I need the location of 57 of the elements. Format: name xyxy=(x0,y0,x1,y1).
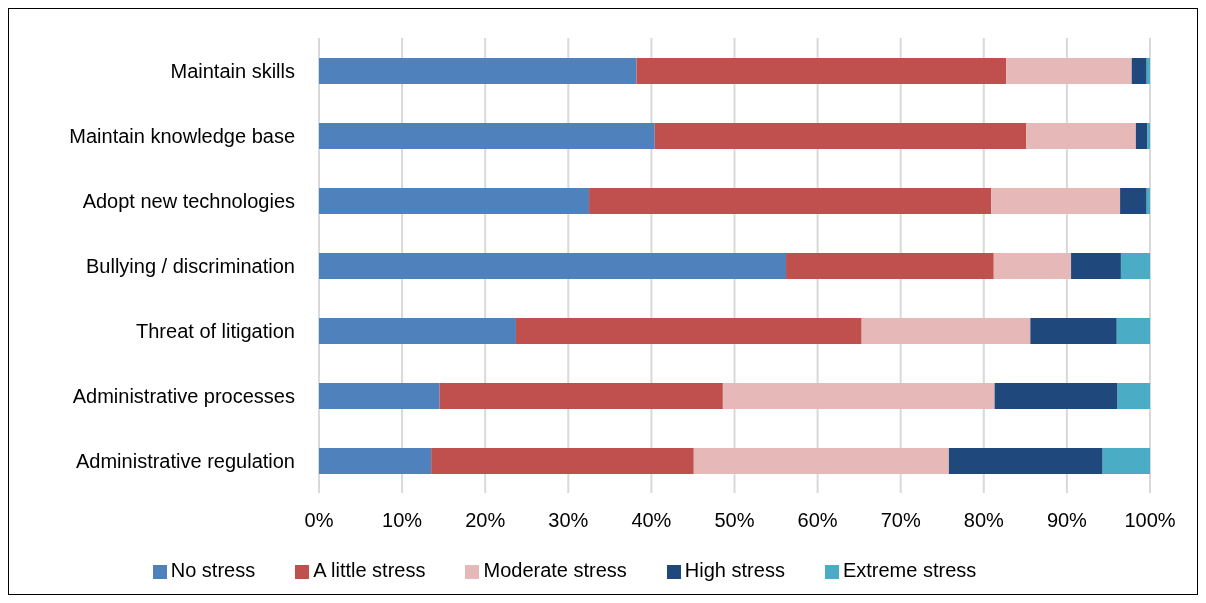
bar xyxy=(1117,383,1150,409)
y-tick-label: Threat of litigation xyxy=(136,319,295,342)
x-tick-label: 60% xyxy=(797,509,838,532)
bar xyxy=(589,188,992,214)
bar xyxy=(1071,253,1121,279)
bar xyxy=(319,448,432,474)
y-tick-label: Administrative regulation xyxy=(76,449,295,472)
y-tick-label: Bullying / discrimination xyxy=(86,254,295,277)
bar xyxy=(1135,123,1148,149)
bar xyxy=(994,383,1118,409)
x-tick-label: 70% xyxy=(880,509,921,532)
bar xyxy=(319,318,516,344)
bar xyxy=(431,448,694,474)
bar xyxy=(991,188,1121,214)
bar xyxy=(1030,318,1117,344)
x-tick-label: 50% xyxy=(714,509,755,532)
bar xyxy=(319,188,590,214)
bar xyxy=(1146,58,1150,84)
bar xyxy=(693,448,949,474)
x-tick-label: 10% xyxy=(382,509,423,532)
legend-label: High stress xyxy=(684,559,785,581)
legend-label: A little stress xyxy=(313,559,426,581)
x-tick-label: 30% xyxy=(548,509,589,532)
legend-label: Moderate stress xyxy=(483,559,627,581)
bar xyxy=(1131,58,1147,84)
bar xyxy=(319,253,787,279)
x-tick-label: 80% xyxy=(963,509,1005,532)
bar xyxy=(319,58,637,84)
bar xyxy=(515,318,862,344)
x-tick-label: 90% xyxy=(1046,509,1088,532)
y-tick-label: Adopt new technologies xyxy=(82,189,295,212)
bar xyxy=(319,383,440,409)
bar xyxy=(948,448,1103,474)
bar xyxy=(1146,188,1150,214)
x-tick-label: 40% xyxy=(631,509,672,532)
x-tick-label: 0% xyxy=(304,509,334,532)
bar xyxy=(861,318,1031,344)
legend-label: Extreme stress xyxy=(842,559,977,581)
y-tick-label: Maintain knowledge base xyxy=(69,124,295,147)
x-tick-label: 100% xyxy=(1124,509,1176,532)
bar xyxy=(993,253,1072,279)
bar xyxy=(1120,188,1147,214)
bar xyxy=(1102,448,1150,474)
bar xyxy=(1116,318,1150,344)
y-tick-label: Administrative processes xyxy=(72,384,295,407)
bar xyxy=(1006,58,1132,84)
bar xyxy=(439,383,723,409)
bar xyxy=(786,253,994,279)
bar xyxy=(1120,253,1150,279)
bar xyxy=(654,123,1027,149)
bar xyxy=(722,383,995,409)
legend-label: No stress xyxy=(170,559,256,581)
x-tick-label: 20% xyxy=(465,509,506,532)
bar xyxy=(319,123,655,149)
y-tick-label: Maintain skills xyxy=(170,59,295,82)
bar xyxy=(636,58,1007,84)
bar xyxy=(1026,123,1136,149)
